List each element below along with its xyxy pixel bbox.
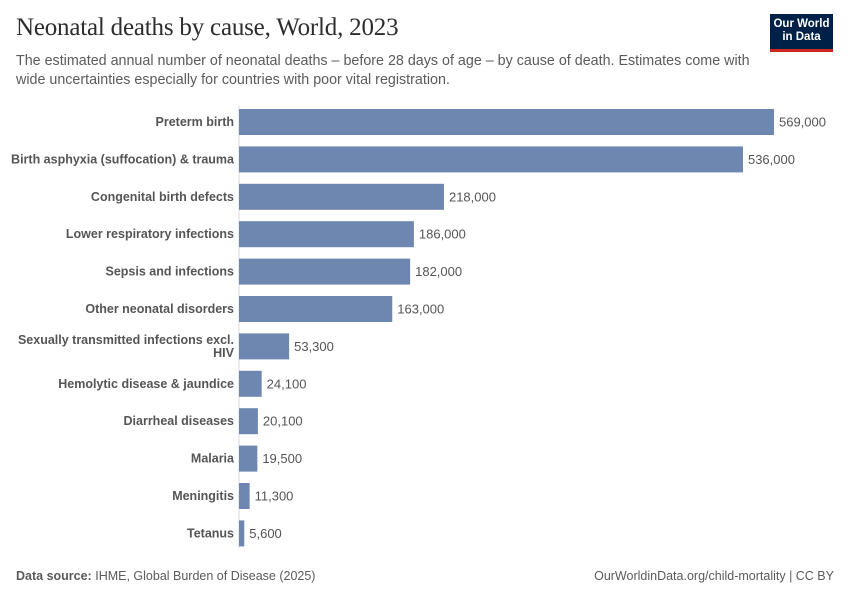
value-label: 163,000 xyxy=(397,302,444,317)
bar[interactable] xyxy=(239,258,411,285)
category-label: Malaria xyxy=(191,452,235,466)
value-label: 19,500 xyxy=(262,451,302,466)
value-label: 24,100 xyxy=(267,376,307,391)
value-label: 20,100 xyxy=(263,414,303,429)
bar[interactable] xyxy=(239,370,262,397)
value-label: 11,300 xyxy=(255,489,294,504)
category-label: Birth asphyxia (suffocation) & trauma xyxy=(11,152,235,166)
value-label: 536,000 xyxy=(748,152,795,167)
category-label: Diarrheal diseases xyxy=(124,414,235,428)
value-label: 5,600 xyxy=(249,526,282,541)
bar[interactable] xyxy=(239,296,393,322)
bar[interactable] xyxy=(239,109,774,135)
owid-logo[interactable]: Our World in Data xyxy=(770,14,833,52)
bar[interactable] xyxy=(239,146,743,173)
bar[interactable] xyxy=(239,333,290,360)
category-label: Hemolytic disease & jaundice xyxy=(58,377,234,391)
category-label: Sepsis and infections xyxy=(105,265,234,279)
category-label: Other neonatal disorders xyxy=(85,302,234,316)
source-label: Data source: xyxy=(16,569,92,583)
value-label: 218,000 xyxy=(449,189,496,204)
bar[interactable] xyxy=(239,483,250,509)
category-label: Tetanus xyxy=(187,526,234,540)
value-label: 186,000 xyxy=(419,227,466,242)
bar[interactable] xyxy=(239,183,444,210)
category-label: Meningitis xyxy=(172,489,234,503)
value-label: 182,000 xyxy=(415,264,462,279)
chart-subtitle: The estimated annual number of neonatal … xyxy=(16,53,750,88)
category-label: Preterm birth xyxy=(156,115,235,129)
bar[interactable] xyxy=(239,221,414,248)
source-text: IHME, Global Burden of Disease (2025) xyxy=(95,569,316,583)
footer-link[interactable]: OurWorldinData.org/child-mortality | CC … xyxy=(594,569,834,583)
category-label: Congenital birth defects xyxy=(91,190,234,204)
value-label: 53,300 xyxy=(294,339,334,354)
category-label: Sexually transmitted infections excl. HIV xyxy=(18,333,235,360)
bar[interactable] xyxy=(239,445,258,472)
category-label: Lower respiratory infections xyxy=(66,227,234,241)
bar[interactable] xyxy=(239,408,258,435)
bar[interactable] xyxy=(239,520,245,547)
data-source: Data source: IHME, Global Burden of Dise… xyxy=(16,569,315,583)
chart-title: Neonatal deaths by cause, World, 2023 xyxy=(16,14,399,41)
value-label: 569,000 xyxy=(779,115,826,130)
